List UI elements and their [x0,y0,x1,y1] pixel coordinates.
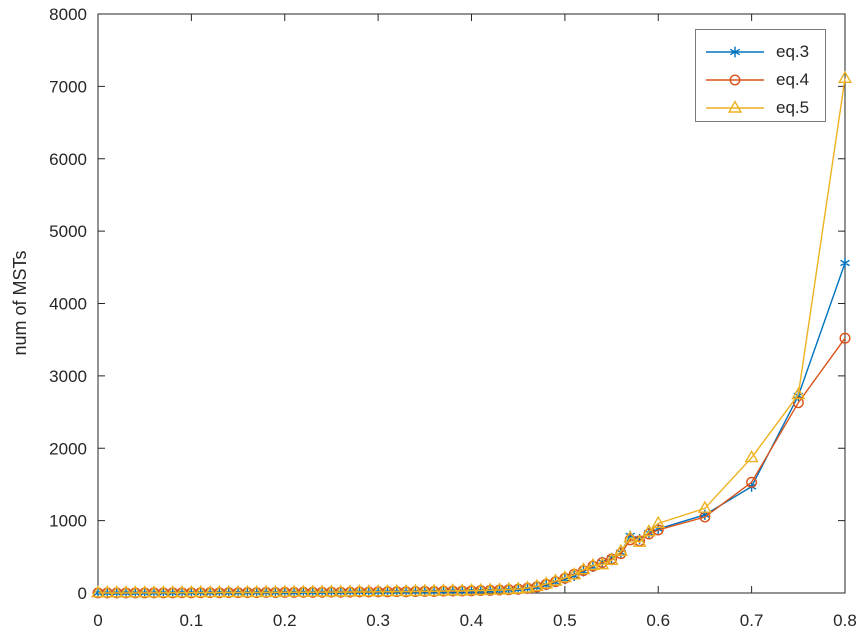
y-tick-label: 4000 [49,295,87,314]
series-eq5-markers [90,70,853,598]
x-tick-label: 0 [93,611,102,630]
triangle-marker-icon [706,100,764,113]
legend-item-eq5: eq.5 [696,94,825,122]
y-tick-label: 7000 [49,77,87,96]
y-axis-label: num of MSTs [10,250,30,355]
x-tick-label: 0.4 [460,611,484,630]
x-tick-label: 0.6 [646,611,670,630]
legend-label-eq4: eq.4 [776,70,810,89]
y-tick-label: 0 [78,584,87,603]
circle-marker-icon [706,74,764,86]
x-tick-label: 0.7 [740,611,764,630]
plot-series [90,70,853,599]
asterisk-marker-icon [706,46,764,58]
legend-label-eq3: eq.3 [776,42,810,61]
legend: eq.3 eq.4 eq.5 [695,29,826,122]
y-tick-label: 6000 [49,150,87,169]
x-tick-label: 0.5 [553,611,577,630]
y-tick-label: 5000 [49,222,87,241]
y-tick-label: 1000 [49,512,87,531]
y-tick-label: 3000 [49,367,87,386]
legend-item-eq3: eq.3 [696,38,825,66]
y-tick-label: 2000 [49,439,87,458]
x-tick-label: 0.3 [366,611,390,630]
x-tick-label: 0.8 [833,611,857,630]
legend-item-eq4: eq.4 [696,66,825,94]
legend-label-eq5: eq.5 [776,98,810,117]
x-tick-label: 0.2 [273,611,297,630]
x-tick-label: 0.1 [180,611,204,630]
y-tick-label: 8000 [49,5,87,24]
